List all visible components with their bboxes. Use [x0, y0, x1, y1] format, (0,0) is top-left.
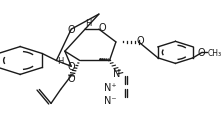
- Text: O: O: [136, 36, 144, 45]
- Text: CH₃: CH₃: [208, 48, 222, 57]
- Text: O: O: [197, 48, 205, 58]
- Text: O: O: [67, 25, 75, 35]
- Text: O: O: [67, 62, 75, 72]
- Text: H: H: [85, 19, 91, 27]
- Text: H: H: [58, 56, 64, 65]
- Text: N⁺: N⁺: [104, 82, 117, 92]
- Text: O: O: [67, 73, 75, 83]
- Text: O: O: [98, 23, 106, 33]
- Text: N: N: [113, 69, 121, 79]
- Text: N⁻: N⁻: [104, 95, 117, 105]
